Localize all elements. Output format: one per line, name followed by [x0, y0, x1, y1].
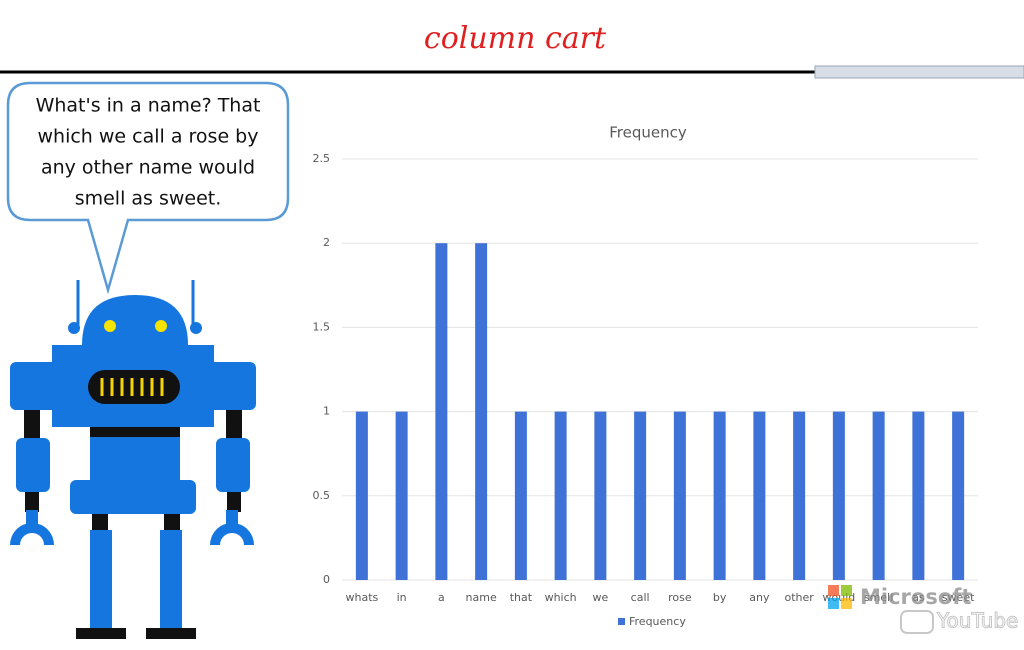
legend-swatch: [618, 618, 625, 625]
x-tick-label: as: [912, 591, 925, 604]
x-tick-label: call: [631, 591, 650, 604]
x-tick-label: which: [545, 591, 577, 604]
bar: [554, 411, 567, 580]
bar: [435, 243, 448, 580]
handwriting: column cart: [424, 21, 607, 56]
microsoft-logo: [828, 585, 852, 609]
x-tick-label: a: [438, 591, 445, 604]
x-tick-label: whats: [345, 591, 378, 604]
x-tick-label: name: [466, 591, 497, 604]
bubble-line: smell as sweet.: [75, 188, 222, 210]
bar: [395, 411, 408, 580]
speech-bubble: [6, 81, 290, 295]
chart: Frequency 0 0.5 1 1.5 2 2.5 whats in a name that wh…: [313, 124, 978, 628]
y-tick-label: 2.5: [313, 152, 331, 165]
y-tick-label: 1.5: [313, 320, 331, 333]
x-tick-label: smell: [864, 591, 893, 604]
bubble-line: any other name would: [41, 157, 255, 179]
x-tick-label: sweet: [942, 591, 975, 604]
robot: [10, 280, 256, 639]
bar: [952, 411, 965, 580]
bar: [832, 411, 845, 580]
bubble-line: What's in a name? That: [36, 95, 261, 117]
bar: [713, 411, 726, 580]
bar: [753, 411, 766, 580]
x-tick-label: by: [713, 591, 727, 604]
bar: [475, 243, 488, 580]
top-strip: [0, 0, 1024, 72]
y-tick-label: 0.5: [313, 489, 331, 502]
bar: [872, 411, 885, 580]
y-tick-label: 2: [323, 236, 330, 249]
bubble-text: What's in a name? That which we call a ro…: [36, 95, 261, 210]
x-tick-label: we: [592, 591, 608, 604]
bar: [912, 411, 925, 580]
legend-label: Frequency: [629, 615, 686, 628]
bar: [634, 411, 647, 580]
x-tick-label: that: [510, 591, 533, 604]
scrollbar: [814, 65, 1024, 79]
x-tick-label: any: [749, 591, 770, 604]
youtube-icon: [900, 610, 934, 634]
y-tick-label: 1: [323, 405, 330, 418]
x-tick-label: in: [397, 591, 407, 604]
bar: [514, 411, 527, 580]
y-tick-label: 0: [323, 573, 330, 586]
x-tick-label: rose: [668, 591, 692, 604]
x-tick-label: other: [784, 591, 814, 604]
bar: [594, 411, 607, 580]
bar: [673, 411, 686, 580]
chart-title: Frequency: [609, 124, 687, 142]
watermark: YouTube: [936, 609, 1018, 633]
watermark: Microsoft: [860, 585, 971, 609]
bar: [355, 411, 368, 580]
bubble-line: which we call a rose by: [38, 126, 259, 148]
bar: [793, 411, 806, 580]
